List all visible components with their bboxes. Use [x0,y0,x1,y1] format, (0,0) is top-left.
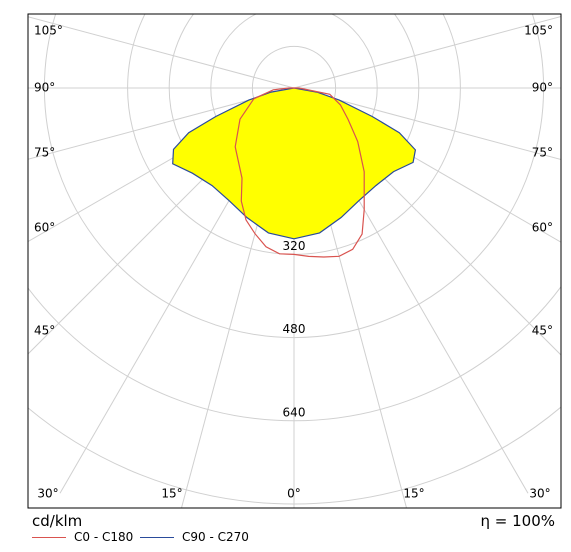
series-curve-c90-c270 [172,87,417,240]
angle-label-bottom-1: 15° [161,487,182,501]
efficiency-label: η = 100% [480,512,556,530]
angle-label-right-1: 90° [532,81,553,95]
radial-tick-640: 640 [283,405,306,419]
angle-label-right-2: 75° [532,146,553,160]
grid-spoke-105 [293,15,561,89]
angle-label-left-1: 90° [34,81,55,95]
angle-label-right-4: 45° [532,324,553,338]
legend-label-c90-c270: C90 - C270 [182,530,249,544]
radial-tick-labels: 320 480 640 [283,239,306,419]
angle-label-left-4: 45° [34,324,55,338]
grid-spoke-75 [293,87,561,161]
unit-label: cd/klm [32,512,83,530]
legend-label-c0-c180: C0 - C180 [74,530,134,544]
angle-label-left-2: 75° [34,146,55,160]
legend-item-c0-c180: C0 - C180 [32,529,142,545]
angle-label-right-3: 60° [532,221,553,235]
angle-labels: 105° 90° 75° 60° 45° 105° 90° 75° 60° 45° 30° 15° 0°… [34,24,553,501]
series-layer [172,87,417,258]
angle-label-bottom-0: 30° [37,487,58,501]
plot-frame [27,13,562,509]
radial-tick-480: 480 [283,322,306,336]
legend-swatch-c90-c270 [140,537,174,538]
angle-label-right-0: 105° [524,24,553,38]
radial-tick-320: 320 [283,239,306,253]
angle-label-bottom-4: 30° [529,487,550,501]
grid-spoke--75 [28,87,295,160]
legend-item-c90-c270: C90 - C270 [140,529,250,545]
angle-label-bottom-2: 0° [287,487,301,501]
angle-label-left-0: 105° [34,24,63,38]
legend-swatch-c0-c180 [32,537,66,538]
angle-label-bottom-3: 15° [403,487,424,501]
grid-spoke--105 [28,16,295,89]
angle-label-left-3: 60° [34,221,55,235]
series-curve-c0-c180 [234,87,365,258]
